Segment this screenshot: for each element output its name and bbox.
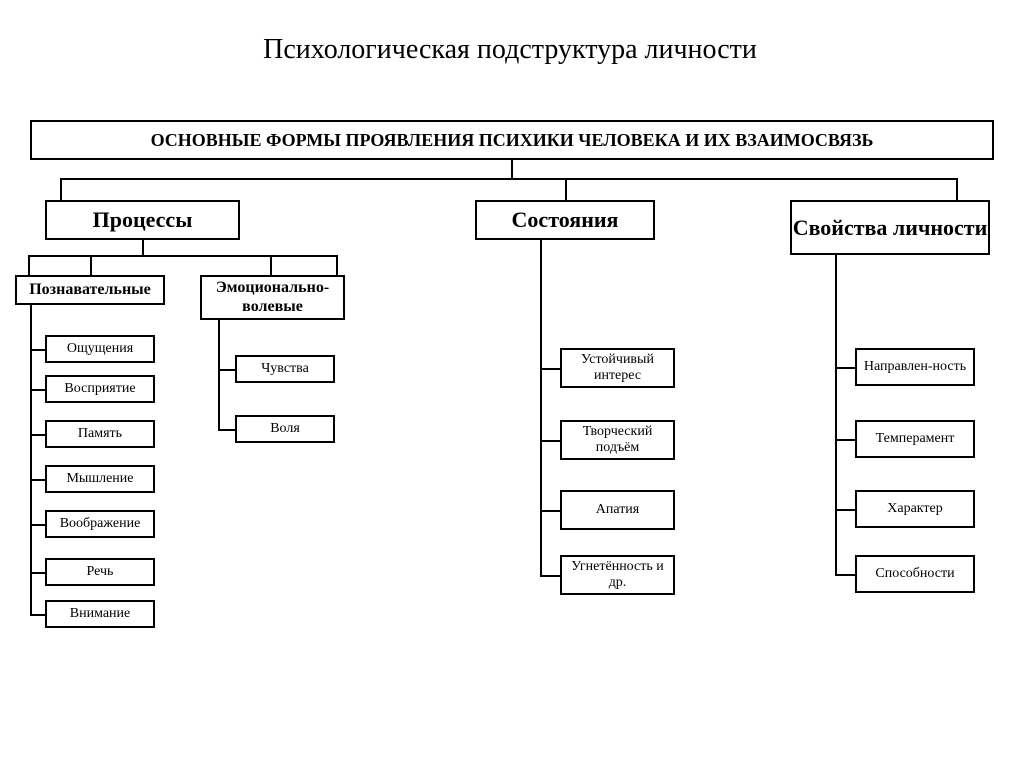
leaf-label: Темперамент (876, 431, 955, 447)
root-label: ОСНОВНЫЕ ФОРМЫ ПРОЯВЛЕНИЯ ПСИХИКИ ЧЕЛОВЕ… (151, 130, 874, 151)
connector (540, 440, 560, 442)
leaf-label: Творческий подъём (562, 424, 673, 456)
leaf-label: Ощущения (67, 341, 133, 357)
connector (90, 255, 92, 275)
connector (30, 614, 45, 616)
branch-states: Состояния (475, 200, 655, 240)
branch-label: Свойства личности (793, 215, 988, 240)
page-title: Психологическая подструктура личности (160, 30, 860, 70)
subbranch-label: Познавательные (29, 281, 151, 299)
leaf-label: Характер (887, 501, 943, 517)
leaf-emotional: Чувства (235, 355, 335, 383)
leaf-label: Способности (875, 566, 954, 582)
connector (540, 575, 560, 577)
connector (28, 255, 30, 275)
connector (540, 240, 542, 575)
leaf-trait: Способности (855, 555, 975, 593)
connector (511, 160, 513, 178)
branch-processes: Процессы (45, 200, 240, 240)
leaf-label: Чувства (261, 361, 309, 377)
connector (30, 305, 32, 614)
connector (540, 510, 560, 512)
connector (336, 255, 338, 275)
connector (540, 368, 560, 370)
connector (30, 434, 45, 436)
connector (835, 509, 855, 511)
leaf-state: Творческий подъём (560, 420, 675, 460)
leaf-state: Угнетённость и др. (560, 555, 675, 595)
connector (30, 389, 45, 391)
leaf-cognitive: Восприятие (45, 375, 155, 403)
leaf-label: Устойчивый интерес (562, 352, 673, 384)
leaf-label: Воображение (60, 516, 141, 532)
leaf-trait: Направлен-ность (855, 348, 975, 386)
connector (30, 524, 45, 526)
connector (218, 320, 220, 429)
connector (835, 255, 837, 574)
connector (835, 574, 855, 576)
connector (218, 429, 235, 431)
connector (835, 367, 855, 369)
leaf-label: Угнетённость и др. (562, 559, 673, 591)
connector (30, 349, 45, 351)
leaf-state: Апатия (560, 490, 675, 530)
leaf-cognitive: Внимание (45, 600, 155, 628)
leaf-label: Мышление (66, 471, 133, 487)
leaf-label: Память (78, 426, 122, 442)
connector (270, 255, 272, 275)
connector (565, 178, 567, 200)
connector (60, 178, 958, 180)
leaf-state: Устойчивый интерес (560, 348, 675, 388)
leaf-trait: Темперамент (855, 420, 975, 458)
root-box: ОСНОВНЫЕ ФОРМЫ ПРОЯВЛЕНИЯ ПСИХИКИ ЧЕЛОВЕ… (30, 120, 994, 160)
connector (218, 369, 235, 371)
leaf-cognitive: Ощущения (45, 335, 155, 363)
leaf-emotional: Воля (235, 415, 335, 443)
leaf-cognitive: Мышление (45, 465, 155, 493)
branch-label: Процессы (93, 207, 193, 232)
subbranch-label: Эмоционально-волевые (202, 279, 343, 316)
connector (28, 255, 338, 257)
leaf-trait: Характер (855, 490, 975, 528)
leaf-cognitive: Речь (45, 558, 155, 586)
leaf-label: Воля (270, 421, 300, 437)
leaf-cognitive: Память (45, 420, 155, 448)
subbranch-emotional: Эмоционально-волевые (200, 275, 345, 320)
leaf-label: Речь (87, 564, 114, 580)
subbranch-cognitive: Познавательные (15, 275, 165, 305)
title-text: Психологическая подструктура личности (263, 34, 757, 66)
branch-label: Состояния (512, 207, 619, 232)
connector (60, 178, 62, 200)
connector (835, 439, 855, 441)
branch-traits: Свойства личности (790, 200, 990, 255)
leaf-label: Внимание (70, 606, 131, 622)
leaf-label: Восприятие (64, 381, 135, 397)
leaf-label: Апатия (596, 502, 640, 518)
leaf-label: Направлен-ность (864, 359, 966, 375)
connector (956, 178, 958, 200)
connector (30, 572, 45, 574)
connector (30, 479, 45, 481)
connector (142, 240, 144, 255)
leaf-cognitive: Воображение (45, 510, 155, 538)
